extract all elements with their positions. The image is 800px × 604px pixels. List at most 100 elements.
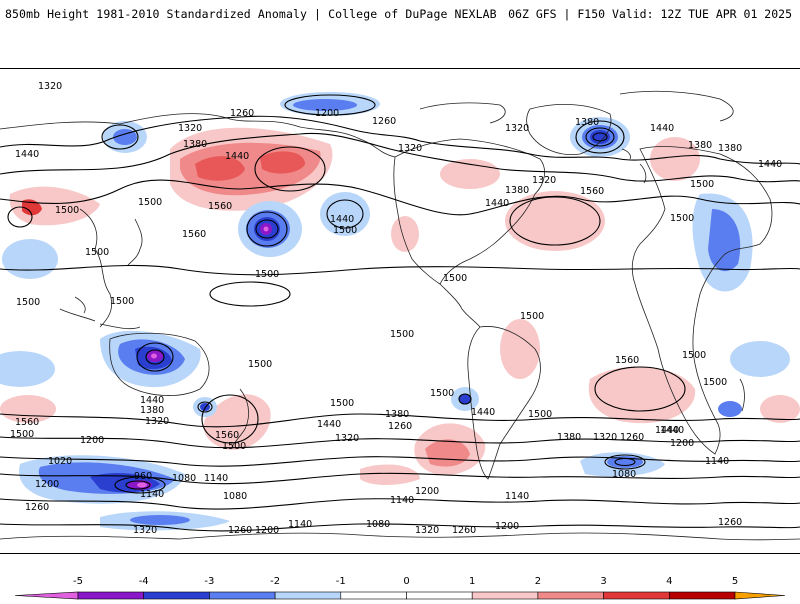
model-run-info: 06Z GFS | F150 Valid: 12Z TUE APR 01 202…	[508, 7, 792, 21]
contour-label: 1080	[172, 473, 196, 484]
colorbar-tick-label: 1	[469, 576, 475, 587]
contour-label: 1440	[485, 198, 509, 209]
contour-label: 1380	[718, 143, 742, 154]
colorbar-swatch	[14, 591, 79, 600]
colorbar-tick-label: 5	[732, 576, 738, 587]
contour-label: 1260	[25, 502, 49, 513]
colorbar-swatch	[734, 591, 786, 600]
contour-label: 1500	[85, 247, 109, 258]
colorbar-swatch	[471, 591, 539, 600]
positive-anomaly-n-pacific-max	[195, 156, 245, 181]
colorbar-swatches	[14, 591, 786, 600]
contour-label: 1140	[288, 519, 312, 530]
contour-label: 1320	[133, 525, 157, 536]
positive-anomaly-east-pacific	[391, 216, 419, 252]
colorbar-tick-label: -3	[204, 576, 214, 587]
contour-label: 1500	[520, 311, 544, 322]
colorbar-swatch	[340, 591, 407, 600]
colorbar-tick-label: 0	[403, 576, 409, 587]
contour-label: 1140	[505, 491, 529, 502]
negative-anomaly-arctic-2	[293, 99, 357, 111]
contour-label: 1500	[222, 441, 246, 452]
contour-label: 1200	[35, 479, 59, 490]
colorbar: -5 -4 -3 -2 -1 0 1 2 3 4 5	[0, 570, 800, 600]
contour-label: 1320	[415, 525, 439, 536]
positive-anomaly-central-asia-core	[22, 199, 42, 216]
contour-label: 1380	[575, 117, 599, 128]
negative-anomaly-w-indian	[0, 351, 55, 387]
contour-label: 1260	[372, 116, 396, 127]
colorbar-tick-labels: -5 -4 -3 -2 -1 0 1 2 3 4 5	[73, 576, 738, 587]
positive-anomaly-canada	[440, 159, 500, 189]
contour-label: 1500	[430, 388, 454, 399]
colorbar-tick-label: 4	[666, 576, 672, 587]
contour-label: 1440	[330, 214, 354, 225]
positive-anomaly-n-pacific-max2	[260, 151, 305, 174]
contour-label: 1500	[443, 273, 467, 284]
contour-label: 1320	[398, 143, 422, 154]
contour-label: 1500	[670, 213, 694, 224]
negative-anomaly-s-africa	[718, 401, 742, 417]
contour-label: 1500	[703, 377, 727, 388]
contour-label: 1560	[182, 229, 206, 240]
positive-anomaly-n-atlantic	[505, 191, 605, 251]
contour-label: 1380	[140, 405, 164, 416]
contour-label: 1500	[138, 197, 162, 208]
colorbar-tick-label: -1	[336, 576, 346, 587]
positive-anomaly-s-indian-east	[760, 395, 800, 423]
colorbar-swatch	[209, 591, 276, 600]
contour-label: 1200	[255, 525, 279, 536]
contour-label: 1200	[670, 438, 694, 449]
positive-anomaly-brazil	[500, 319, 540, 379]
contour-label: 1440	[15, 149, 39, 160]
contour-label: 1500	[248, 359, 272, 370]
colorbar-swatch	[537, 591, 604, 600]
contour-label: 1500	[330, 398, 354, 409]
anomaly-shading	[0, 92, 800, 531]
negative-anomaly-antarctic-2	[130, 515, 190, 525]
coastlines	[0, 90, 800, 541]
contour-label: 1080	[366, 519, 390, 530]
colorbar-tick-label: -4	[139, 576, 149, 587]
contour-label: 1320	[178, 123, 202, 134]
negative-anomaly-greenland-3	[590, 130, 610, 144]
contour-label: 1140	[390, 495, 414, 506]
contour-label: 1500	[55, 205, 79, 216]
map-title: 850mb Height 1981-2010 Standardized Anom…	[5, 7, 497, 21]
positive-anomaly-s-atlantic-west	[360, 464, 420, 485]
contour-label: 1260	[230, 108, 254, 119]
contour-label: 1560	[15, 417, 39, 428]
negative-anomaly-pacific-low-5	[263, 226, 269, 232]
contour-label: 1320	[335, 433, 359, 444]
contour-label: 1260	[620, 432, 644, 443]
contour-label: 1200	[80, 435, 104, 446]
contour-labels: 1320 1260 1200 1260 1320 1380 1440 1320 …	[10, 81, 782, 536]
contour-label: 1380	[688, 140, 712, 151]
contour-label: 1320	[532, 175, 556, 186]
anomaly-map: 1320 1260 1200 1260 1320 1380 1440 1320 …	[0, 81, 800, 541]
contour-label: 1440	[471, 407, 495, 418]
map-panel: 1320 1260 1200 1260 1320 1380 1440 1320 …	[0, 68, 800, 554]
contour-label: 1440	[758, 159, 782, 170]
contour-label: 1320	[505, 123, 529, 134]
colorbar-tick-label: 2	[535, 576, 541, 587]
contour-label: 1140	[705, 456, 729, 467]
colorbar-svg: -5 -4 -3 -2 -1 0 1 2 3 4 5	[14, 576, 786, 600]
contour-label: 1380	[505, 185, 529, 196]
contour-label: 1560	[208, 201, 232, 212]
negative-anomaly-southern-ocean-5	[137, 482, 147, 488]
negative-anomaly-e-indian	[730, 341, 790, 377]
contour-label: 1500	[682, 350, 706, 361]
height-contours	[0, 94, 800, 532]
negative-anomaly-europe-2	[708, 209, 741, 272]
contour-label: 1140	[140, 489, 164, 500]
contour-label: 1440	[650, 123, 674, 134]
contour-label: 1140	[204, 473, 228, 484]
contour-label: 1200	[315, 108, 339, 119]
contour-label: 1080	[612, 469, 636, 480]
negative-anomaly-s-america-2	[459, 394, 471, 404]
contour-label: 1380	[385, 409, 409, 420]
colorbar-swatch	[143, 591, 210, 600]
colorbar-tick-label: -2	[270, 576, 280, 587]
contour-label: 1380	[557, 432, 581, 443]
